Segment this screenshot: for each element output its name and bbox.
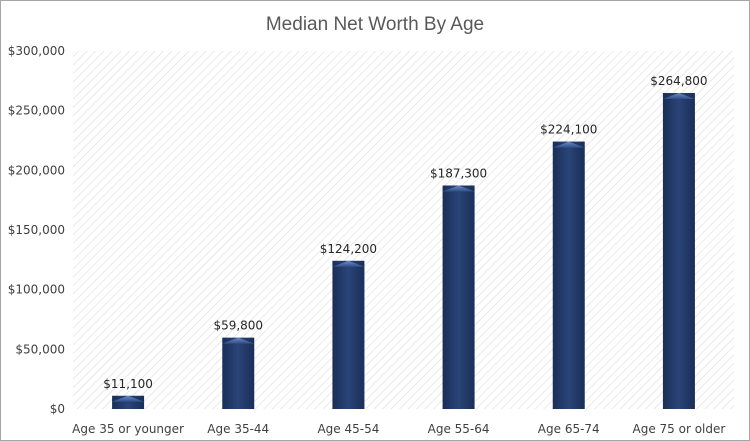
bar-bevel-highlight bbox=[222, 337, 255, 344]
y-tick-label: $300,000 bbox=[8, 44, 65, 58]
y-axis-tick-labels: $0 $50,000 $100,000 $150,000 $200,000 $250,00… bbox=[8, 44, 65, 416]
x-category-label: Age 55-64 bbox=[428, 422, 490, 436]
bar-body bbox=[332, 260, 365, 409]
y-tick-label: $200,000 bbox=[8, 163, 65, 177]
plot-area bbox=[73, 51, 734, 409]
x-category-label: Age 35-44 bbox=[207, 422, 269, 436]
bar bbox=[112, 395, 145, 409]
data-label: $224,100 bbox=[540, 123, 597, 137]
y-tick-label: $100,000 bbox=[8, 283, 65, 297]
bar bbox=[552, 141, 585, 409]
x-category-label: Age 35 or younger bbox=[72, 422, 184, 436]
data-label: $264,800 bbox=[650, 74, 707, 88]
bar-body bbox=[442, 185, 475, 409]
x-category-label: Age 45-54 bbox=[317, 422, 379, 436]
data-label: $59,800 bbox=[213, 319, 263, 333]
data-label: $124,200 bbox=[320, 242, 377, 256]
x-category-label: Age 65-74 bbox=[538, 422, 600, 436]
data-label: $187,300 bbox=[430, 166, 487, 180]
bar-series bbox=[112, 93, 695, 409]
bar bbox=[662, 93, 695, 409]
bar bbox=[332, 260, 365, 409]
data-labels: $11,100 $59,800 $124,200 $187,300 $224,100 $2… bbox=[103, 74, 707, 391]
y-tick-label: $250,000 bbox=[8, 104, 65, 118]
data-label: $11,100 bbox=[103, 377, 153, 391]
bar-bevel-highlight bbox=[112, 395, 145, 402]
bar bbox=[442, 185, 475, 409]
chart-title: Median Net Worth By Age bbox=[266, 14, 484, 35]
bar-bevel-highlight bbox=[442, 185, 475, 192]
bar-bevel-highlight bbox=[332, 260, 365, 267]
y-tick-label: $50,000 bbox=[15, 342, 65, 356]
x-axis-category-labels: Age 35 or younger Age 35-44 Age 45-54 Age 5… bbox=[72, 422, 725, 436]
bar-bevel-highlight bbox=[552, 141, 585, 148]
x-category-label: Age 75 or older bbox=[633, 422, 726, 436]
bar-bevel-highlight bbox=[662, 93, 695, 100]
y-tick-label: $0 bbox=[50, 402, 65, 416]
bar bbox=[222, 337, 255, 409]
bar-body bbox=[222, 337, 255, 409]
bar-body bbox=[662, 93, 695, 409]
y-tick-label: $150,000 bbox=[8, 223, 65, 237]
bar-body bbox=[552, 141, 585, 409]
